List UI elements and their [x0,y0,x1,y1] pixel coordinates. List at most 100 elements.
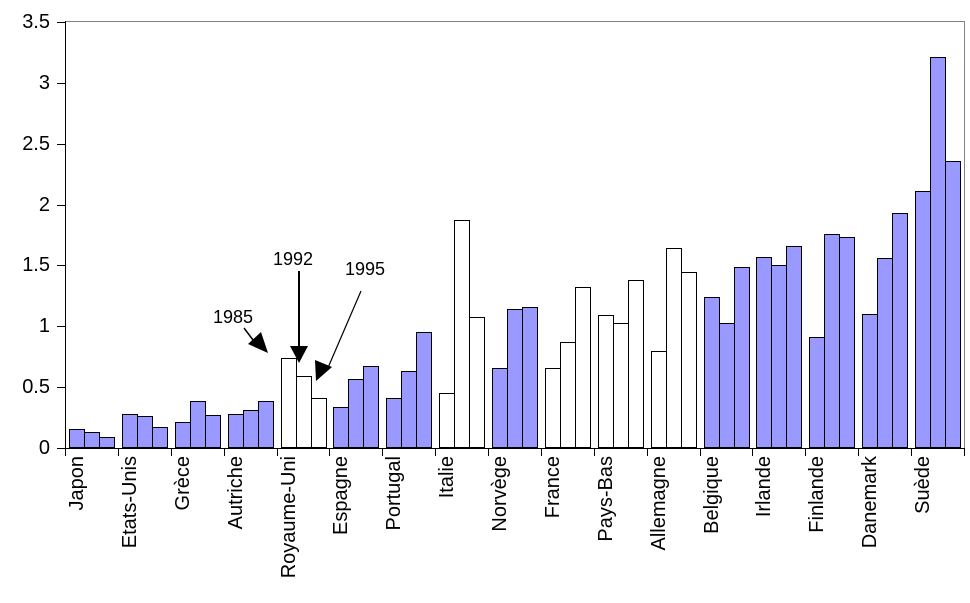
bar [575,287,591,448]
x-axis-line [65,448,965,449]
y-axis-tick [57,83,65,84]
x-axis-label: Irlande [753,456,775,518]
bar [175,422,191,448]
bar [734,267,750,448]
bar [719,323,735,448]
bar [786,246,802,448]
x-axis-label: Autriche [225,456,247,530]
bar [628,280,644,448]
x-axis-label: France [542,456,564,519]
arrow-1992-icon [290,271,308,363]
annotation-1992: 1992 [272,249,314,269]
y-axis-tick [57,205,65,206]
y-axis-tick [57,387,65,388]
bar [598,315,614,448]
bar [311,398,327,448]
x-axis-tick [277,448,278,456]
x-axis-tick [752,448,753,456]
bar [507,309,523,448]
y-axis-tick [57,326,65,327]
x-axis-label: Norvège [489,456,511,532]
bar [69,429,85,448]
y-axis-tick-label: 2 [38,194,50,216]
bar [99,437,115,448]
plot-border-right [964,21,965,449]
bar [704,297,720,448]
bar [258,401,274,448]
y-axis-tick-label: 3.5 [22,11,50,33]
bar [333,407,349,448]
bar [651,351,667,448]
x-axis-tick [647,448,648,456]
x-axis-label: Italie [436,456,458,499]
bar [771,265,787,448]
arrow-1995-icon [315,290,362,381]
annotation-1995: 1995 [344,259,386,279]
bar [205,415,221,448]
y-axis-tick-label: 1 [38,315,50,337]
bar [152,427,168,448]
x-axis-tick [805,448,806,456]
x-axis-tick [488,448,489,456]
y-axis-tick-label: 3 [38,72,50,94]
bar [84,432,100,448]
bar [877,258,893,448]
x-axis-label: Portugal [383,456,405,531]
bar [416,332,432,448]
x-axis-tick [65,448,66,456]
y-axis-line [65,21,66,449]
x-axis-label: Allemagne [648,456,670,551]
bar [363,366,379,448]
bar [560,342,576,448]
x-axis-label: Espagne [330,456,352,535]
bar [228,414,244,448]
bar [945,161,961,448]
bar [243,410,259,448]
bar [915,191,931,448]
x-axis-tick [541,448,542,456]
bar [824,234,840,448]
y-axis-tick-label: 0 [38,437,50,459]
y-axis-tick [57,265,65,266]
y-axis-tick-label: 0.5 [22,376,50,398]
bar [296,376,312,448]
bar [839,237,855,448]
bar [892,213,908,448]
bar [454,220,470,448]
x-axis-label: Japon [66,456,88,511]
y-axis-tick [57,448,65,449]
bar [492,368,508,448]
annotation-1985: 1985 [212,307,254,327]
bar [545,368,561,448]
x-axis-tick [118,448,119,456]
bar [281,358,297,448]
x-axis-label: Grèce [172,456,194,511]
x-axis-tick [700,448,701,456]
bar [809,337,825,448]
y-axis-tick [57,22,65,23]
bar [666,248,682,448]
x-axis-tick [329,448,330,456]
x-axis-label: Danemark [859,456,881,549]
x-axis-label: Etats-Unis [119,456,141,549]
bar [756,257,772,448]
x-axis-label: Suède [912,456,934,514]
x-axis-tick [382,448,383,456]
bar [681,272,697,448]
bar [613,323,629,448]
bar [469,317,485,448]
x-axis-label: Royaume-Uni [278,456,300,579]
x-axis-tick [594,448,595,456]
x-axis-label: Pays-Bas [595,456,617,542]
arrow-1985-icon [243,327,268,353]
x-axis-label: Finlande [806,456,828,533]
x-axis-tick [964,448,965,456]
bar [386,398,402,448]
plot-border-top [65,21,965,22]
x-axis-label: Belgique [701,456,723,534]
bar [190,401,206,448]
bar [930,57,946,448]
x-axis-tick [171,448,172,456]
y-axis-tick-label: 2.5 [22,133,50,155]
